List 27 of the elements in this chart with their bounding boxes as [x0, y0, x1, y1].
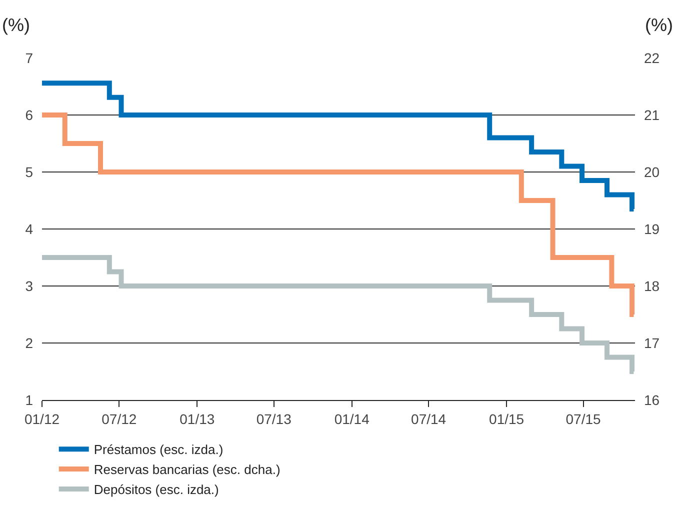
legend-label: Préstamos (esc. izda.) — [94, 442, 224, 458]
y-axis-title: (%) — [2, 15, 30, 35]
x-tick-label: 01/13 — [180, 410, 215, 427]
y2-tick-label: 20 — [644, 164, 660, 180]
y-tick-label: 4 — [25, 220, 34, 237]
y2-tick-label: 17 — [644, 334, 660, 351]
x-tick-label: 07/12 — [102, 410, 137, 427]
legend-label: Reservas bancarias (esc. dcha.) — [94, 462, 280, 478]
legend-label: Depósitos (esc. izda.) — [94, 482, 219, 498]
y-tick-label: 1 — [25, 392, 34, 408]
y2-tick-label: 22 — [644, 50, 660, 66]
y2-tick-label: 16 — [644, 392, 660, 408]
x-tick-label: 07/13 — [256, 410, 292, 427]
x-tick-label: 01/14 — [334, 410, 370, 427]
y-tick-label: 5 — [25, 164, 34, 180]
x-tick-label: 07/15 — [566, 410, 602, 427]
x-tick-label: 01/15 — [489, 410, 524, 427]
y-tick-label: 6 — [25, 106, 34, 123]
y2-axis-title: (%) — [645, 15, 673, 35]
y-tick-label: 2 — [25, 334, 34, 351]
y-tick-label: 3 — [25, 278, 34, 294]
y-tick-label: 7 — [25, 50, 34, 66]
x-tick-label: 07/14 — [411, 410, 446, 427]
y2-tick-label: 21 — [644, 106, 660, 123]
x-tick-label: 01/12 — [24, 410, 60, 427]
y2-tick-label: 19 — [644, 220, 660, 237]
y2-tick-label: 18 — [644, 278, 660, 294]
